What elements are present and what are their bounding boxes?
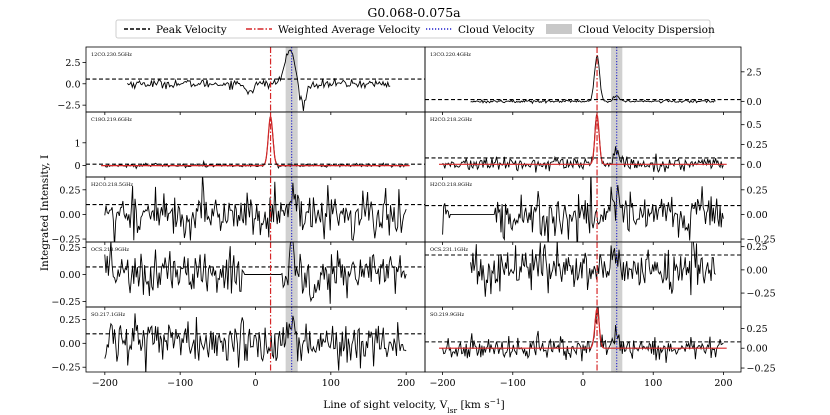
- subplot-label: H2CO.218.8GHz: [430, 182, 472, 188]
- y-tick-label: 0.25: [747, 324, 768, 335]
- legend-label: Peak Velocity: [156, 24, 227, 36]
- y-tick-label: 1: [74, 138, 80, 149]
- y-tick-label: 0.00: [747, 344, 768, 355]
- legend-entry-3: Cloud Velocity: [426, 24, 535, 36]
- x-tick-label: 100: [644, 378, 662, 389]
- subplot-label: SO.219.9GHz: [430, 312, 464, 318]
- x-axis-label-close: ]: [501, 399, 505, 411]
- cloud-velocity-dispersion-band: [285, 112, 298, 177]
- x-tick-label: −200: [430, 378, 456, 389]
- subplot-SO.217.1GHz: SO.217.1GHz 0.25 0.00 −0.25 −200 −100 0 100 200: [51, 306, 426, 389]
- subplot-H2CO.218.2GHz: H2CO.218.2GHz 0.5 0.25 0.0: [424, 111, 768, 180]
- spectrum-line: [127, 49, 391, 112]
- y-tick-label: 0.0: [65, 79, 80, 90]
- legend: Peak Velocity Weighted Average Velocity Cl…: [115, 19, 715, 39]
- x-tick-label: 0: [580, 378, 586, 389]
- y-tick-label: 0.0: [747, 97, 762, 108]
- y-tick-label: 0.00: [59, 210, 80, 221]
- legend-label: Cloud Velocity Dispersion: [578, 24, 715, 36]
- y-tick-label: −0.25: [51, 297, 80, 308]
- subplot-label: 12CO.230.5GHz: [91, 52, 132, 58]
- y-tick-label: 0.25: [747, 140, 768, 151]
- y-tick-label: 0.25: [59, 243, 80, 254]
- x-axis-label-superscript: −1: [490, 397, 501, 406]
- chart-title: G0.068-0.075a: [367, 5, 461, 20]
- x-tick-label: −100: [167, 378, 193, 389]
- subplot-C18O.219.6GHz: C18O.219.6GHz 1 0: [74, 111, 426, 180]
- y-tick-label: 0.00: [747, 265, 768, 276]
- cloud-velocity-dispersion-band: [285, 177, 298, 242]
- subplot-label: SO.217.1GHz: [91, 312, 125, 318]
- y-tick-label: −0.25: [747, 289, 776, 300]
- subplot-label: OCS.231.1GHz: [430, 247, 468, 253]
- y-axis-label: Integrated Intensity, I: [39, 155, 51, 271]
- subplot-label: C18O.219.6GHz: [91, 117, 132, 123]
- subplot-label: 13CO.220.4GHz: [430, 52, 471, 58]
- subplot-label: H2CO.218.2GHz: [430, 117, 472, 123]
- subplot-SO.219.9GHz: SO.219.9GHz 0.25 0.00 −0.25 −200 −100 0 100 200: [424, 306, 776, 389]
- y-tick-label: 0: [74, 161, 80, 172]
- subplot-12CO.230.5GHz: 12CO.230.5GHz 2.5 0.0 −2.5: [57, 46, 426, 115]
- y-tick-label: 0.5: [747, 120, 762, 131]
- y-tick-label: −2.5: [57, 101, 80, 112]
- y-tick-label: 2.5: [747, 67, 762, 78]
- cloud-velocity-dispersion-band: [611, 47, 623, 112]
- subplot-13CO.220.4GHz: 13CO.220.4GHz 2.5 0.0: [424, 46, 762, 115]
- y-tick-label: 0.25: [747, 242, 768, 253]
- spectrum-line: [442, 114, 724, 173]
- cloud-velocity-dispersion-band: [611, 242, 623, 307]
- spectrum-line: [104, 313, 407, 372]
- y-tick-label: 2.5: [65, 58, 80, 69]
- cloud-velocity-dispersion-band: [611, 112, 623, 177]
- legend-label: Cloud Velocity: [458, 24, 535, 36]
- x-tick-label: −100: [500, 378, 526, 389]
- y-tick-label: 0.0: [747, 160, 762, 171]
- x-axis-label: Line of sight velocity, Vlsr [km s−1]: [323, 397, 505, 415]
- gaussian-fit-line: [439, 113, 727, 165]
- spectrum-line: [104, 177, 407, 242]
- legend-entry-4: Cloud Velocity Dispersion: [546, 24, 715, 36]
- y-tick-label: −0.25: [51, 363, 80, 374]
- x-tick-label: −200: [92, 378, 118, 389]
- subplot-H2CO.218.5GHz: H2CO.218.5GHz 0.25 0.00 −0.25: [51, 176, 426, 246]
- subplot-label: OCS.218.9GHz: [91, 247, 129, 253]
- subplot-H2CO.218.8GHz: H2CO.218.8GHz 0.25 0.00 −0.25: [424, 176, 776, 246]
- y-tick-label: 0.00: [747, 210, 768, 221]
- y-tick-label: 0.25: [59, 185, 80, 196]
- subplot-frame: [424, 241, 742, 308]
- y-tick-label: −0.25: [747, 235, 776, 246]
- y-tick-label: −0.25: [747, 364, 776, 375]
- x-tick-label: 0: [252, 378, 258, 389]
- x-tick-label: 200: [714, 378, 732, 389]
- spectrum-line: [104, 116, 407, 170]
- cloud-velocity-dispersion-band: [611, 177, 623, 242]
- legend-label: Weighted Average Velocity: [278, 24, 420, 36]
- y-tick-label: 0.25: [747, 185, 768, 196]
- cloud-velocity-dispersion-band: [611, 307, 623, 372]
- spectrum-line: [104, 242, 407, 304]
- x-tick-label: 100: [322, 378, 340, 389]
- y-tick-label: −0.25: [51, 235, 80, 246]
- x-axis-label-unit: [km s: [457, 399, 489, 411]
- y-tick-label: 0.25: [59, 315, 80, 326]
- spectrum-line: [470, 55, 716, 105]
- subplot-grid: 12CO.230.5GHz 2.5 0.0 −2.5 13CO.220.4GHz 2.5 0…: [51, 46, 776, 389]
- x-tick-label: 200: [397, 378, 415, 389]
- x-axis-label-main: Line of sight velocity, V: [323, 399, 447, 411]
- y-tick-label: 0.00: [59, 270, 80, 281]
- subplot-OCS.231.1GHz: OCS.231.1GHz 0.25 0.00 −0.25: [424, 241, 776, 310]
- legend-swatch: [546, 24, 572, 34]
- subplot-label: H2CO.218.5GHz: [91, 182, 133, 188]
- cloud-velocity-dispersion-band: [285, 307, 298, 372]
- spectrum-line: [442, 177, 724, 242]
- spectrum-line: [470, 242, 716, 297]
- subplot-OCS.218.9GHz: OCS.218.9GHz 0.25 0.00 −0.25: [51, 241, 426, 310]
- legend-entry-1: Peak Velocity: [124, 24, 227, 36]
- x-axis-label-subscript: lsr: [447, 406, 457, 415]
- gaussian-fit-line: [439, 307, 727, 349]
- gaussian-fit-line: [101, 115, 410, 167]
- legend-entry-2: Weighted Average Velocity: [246, 24, 420, 36]
- y-tick-label: 0.00: [59, 339, 80, 350]
